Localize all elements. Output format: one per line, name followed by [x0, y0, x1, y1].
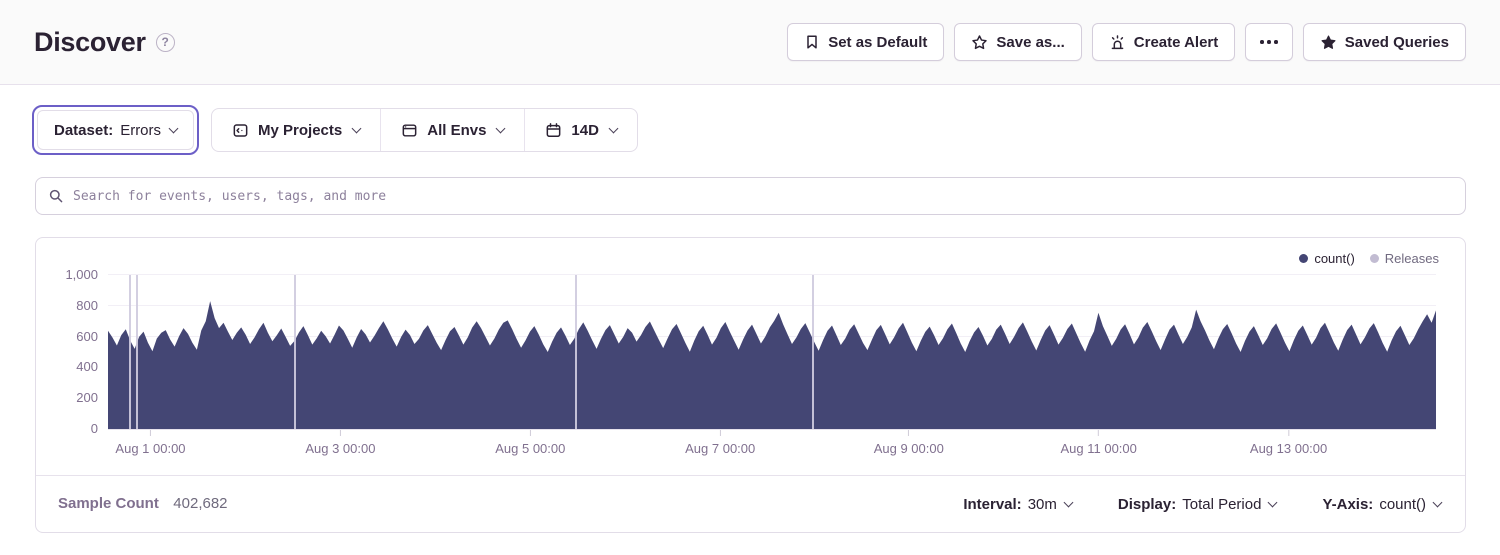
siren-icon	[1109, 34, 1126, 51]
legend-item-count[interactable]: count()	[1299, 251, 1355, 266]
x-axis: Aug 1 00:00 Aug 3 00:00 Aug 5 00:00 Aug …	[108, 430, 1436, 460]
bookmark-icon	[804, 34, 820, 50]
divider	[380, 109, 382, 151]
x-axis-tick: Aug 7 00:00	[685, 430, 755, 456]
sample-count-value: 402,682	[173, 495, 228, 512]
chart-plot-area[interactable]: 1,000 800 600 400 200 0	[65, 268, 1436, 436]
chevron-down-icon	[1063, 497, 1074, 507]
chart-legend: count() Releases	[36, 238, 1465, 266]
chevron-down-icon	[168, 123, 179, 133]
display-label: Display:	[1117, 495, 1177, 513]
y-axis-tick: 0	[90, 421, 98, 436]
legend-label: count()	[1314, 251, 1355, 266]
release-line	[135, 275, 138, 429]
sample-count-label: Sample Count	[58, 495, 159, 512]
release-line	[293, 275, 296, 429]
tick-mark	[339, 430, 341, 436]
page-filter-group: My Projects All Envs	[211, 108, 638, 152]
search-icon	[48, 188, 64, 204]
legend-item-releases[interactable]: Releases	[1369, 251, 1439, 266]
gridline	[108, 304, 1436, 306]
interval-dropdown[interactable]: Interval: 30m	[963, 495, 1074, 513]
y-axis-tick: 1,000	[65, 267, 98, 282]
x-axis-tick: Aug 11 00:00	[1060, 430, 1137, 456]
star-outline-icon	[971, 34, 988, 51]
y-axis-tick: 200	[76, 390, 98, 406]
gridline	[108, 274, 1436, 275]
projects-icon	[232, 122, 249, 139]
y-axis-tick: 600	[76, 328, 98, 344]
divider	[524, 109, 526, 151]
interval-value: 30m	[1027, 495, 1057, 513]
chart-footer: Sample Count 402,682 Interval: 30m Displ…	[36, 475, 1465, 532]
toolbar: Set as Default Save as... Create Alert	[787, 23, 1466, 61]
tick-mark	[149, 430, 151, 436]
yaxis-value: count()	[1379, 495, 1426, 513]
button-label: Set as Default	[828, 33, 928, 51]
star-filled-icon	[1320, 34, 1337, 51]
dataset-value: Errors	[120, 121, 162, 139]
set-as-default-button[interactable]: Set as Default	[787, 23, 945, 61]
x-axis-tick: Aug 3 00:00	[305, 430, 375, 456]
release-line	[129, 275, 132, 429]
display-dropdown[interactable]: Display: Total Period	[1117, 495, 1278, 513]
project-filter-label: My Projects	[258, 121, 343, 139]
display-value: Total Period	[1182, 495, 1262, 513]
tick-mark	[1288, 430, 1290, 436]
environment-filter-dropdown[interactable]: All Envs	[381, 109, 524, 151]
page-title: Discover	[34, 26, 146, 57]
legend-dot	[1299, 254, 1309, 263]
count-series-polygon	[108, 301, 1436, 429]
tick-mark	[908, 430, 910, 436]
page-header: Discover ? Set as Default Save as... Cre…	[0, 0, 1500, 85]
legend-label: Releases	[1384, 251, 1439, 266]
y-axis-tick: 800	[76, 297, 98, 313]
x-axis-tick: Aug 9 00:00	[874, 430, 944, 456]
x-axis-tick: Aug 13 00:00	[1250, 430, 1327, 456]
project-filter-dropdown[interactable]: My Projects	[212, 109, 380, 151]
button-label: Save as...	[996, 33, 1065, 51]
release-lines-layer	[108, 275, 1436, 429]
ellipsis-icon	[1260, 23, 1278, 61]
date-range-dropdown[interactable]: 14D	[525, 109, 637, 151]
chevron-down-icon	[495, 123, 506, 133]
filter-bar: Dataset: Errors My Projects	[0, 85, 1500, 155]
dataset-dropdown[interactable]: Dataset: Errors	[37, 110, 195, 150]
search-row	[0, 155, 1500, 215]
more-options-button[interactable]	[1245, 23, 1293, 61]
chevron-down-icon	[351, 123, 362, 133]
calendar-icon	[545, 122, 562, 139]
release-line	[811, 275, 814, 429]
release-line	[575, 275, 578, 429]
window-icon	[401, 122, 418, 139]
x-axis-tick: Aug 1 00:00	[115, 430, 186, 456]
create-alert-button[interactable]: Create Alert	[1091, 23, 1236, 61]
dataset-selector-highlight: Dataset: Errors	[32, 105, 200, 155]
yaxis-dropdown[interactable]: Y-Axis: count()	[1322, 495, 1443, 513]
count-area-series	[108, 301, 1436, 429]
chevron-down-icon	[1268, 497, 1278, 507]
help-icon[interactable]: ?	[155, 32, 175, 52]
chart-panel: count() Releases 1,000 800 600 400 200 0…	[35, 237, 1466, 533]
dataset-label: Dataset:	[54, 121, 114, 139]
y-axis-tick: 400	[76, 359, 98, 375]
saved-queries-button[interactable]: Saved Queries	[1302, 23, 1466, 61]
date-range-label: 14D	[571, 121, 599, 139]
chevron-down-icon	[1432, 497, 1443, 507]
interval-label: Interval:	[963, 495, 1022, 513]
search-input[interactable]	[73, 188, 1453, 204]
save-as-button[interactable]: Save as...	[954, 23, 1082, 61]
x-axis-tick: Aug 5 00:00	[495, 430, 565, 456]
chevron-down-icon	[608, 123, 619, 133]
tick-mark	[1098, 430, 1100, 436]
legend-dot	[1369, 254, 1379, 263]
tick-mark	[529, 430, 531, 436]
button-label: Create Alert	[1133, 33, 1219, 51]
yaxis-label: Y-Axis:	[1322, 495, 1374, 513]
environment-filter-label: All Envs	[427, 121, 487, 139]
search-bar[interactable]	[35, 177, 1466, 215]
tick-mark	[719, 430, 721, 436]
button-label: Saved Queries	[1344, 33, 1449, 51]
